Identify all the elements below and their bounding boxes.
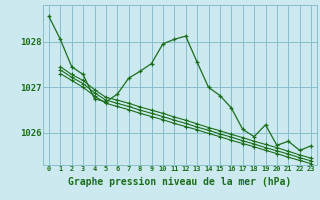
X-axis label: Graphe pression niveau de la mer (hPa): Graphe pression niveau de la mer (hPa) xyxy=(68,177,292,187)
